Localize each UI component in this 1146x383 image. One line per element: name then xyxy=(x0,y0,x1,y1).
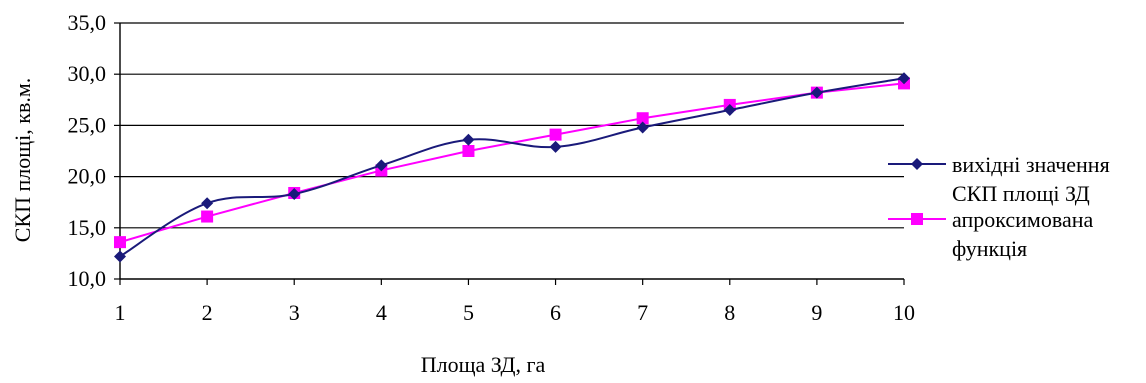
x-tick-label: 3 xyxy=(289,300,300,325)
x-tick-label: 5 xyxy=(463,300,474,325)
legend-label: функція xyxy=(952,236,1027,261)
x-tick-label: 4 xyxy=(376,300,387,325)
legend-label: вихідні значення xyxy=(952,152,1110,177)
data-point-1 xyxy=(114,250,126,263)
grid xyxy=(120,22,904,229)
data-point-2 xyxy=(462,145,475,157)
legend-label: апроксимована xyxy=(952,207,1093,232)
y-tick-label: 10,0 xyxy=(68,266,107,291)
data-point-1 xyxy=(549,140,562,153)
axes xyxy=(114,22,905,285)
data-point-2 xyxy=(114,236,126,249)
legend-marker-2 xyxy=(911,213,923,225)
y-tick-label: 35,0 xyxy=(68,10,107,35)
data-point-1 xyxy=(723,104,736,117)
data-point-1 xyxy=(810,86,823,99)
data-point-2 xyxy=(636,112,649,125)
x-tick-label: 7 xyxy=(637,300,648,325)
data-point-2 xyxy=(549,128,562,141)
data-point-1 xyxy=(201,197,214,210)
y-tick-label: 30,0 xyxy=(68,61,107,86)
x-tick-label: 6 xyxy=(550,300,561,325)
y-tick-label: 25,0 xyxy=(68,112,107,137)
x-tick-label: 2 xyxy=(202,300,213,325)
y-tick-labels: 10,0 15,0 20,0 25,0 30,0 35,0 xyxy=(68,10,107,291)
x-axis-title: Площа ЗД, га xyxy=(421,352,546,377)
legend-label: СКП площі ЗД xyxy=(952,181,1090,206)
data-point-1 xyxy=(898,72,910,85)
x-tick-labels: 1 2 3 4 5 6 7 8 9 10 xyxy=(115,300,916,325)
legend: вихідні значення СКП площі ЗДапроксимован… xyxy=(888,152,1110,261)
data-point-1 xyxy=(636,121,649,134)
data-point-2 xyxy=(201,210,214,223)
y-axis-title: СКП площі, кв.м. xyxy=(10,78,35,243)
series-line-2 xyxy=(119,82,905,244)
x-tick-label: 1 xyxy=(115,300,126,325)
data-point-1 xyxy=(462,133,475,146)
y-tick-label: 15,0 xyxy=(68,215,107,240)
legend-marker-1 xyxy=(911,158,923,170)
series-line-1 xyxy=(119,77,905,258)
x-tick-label: 8 xyxy=(724,300,735,325)
y-tick-label: 20,0 xyxy=(68,164,107,189)
x-tick-label: 10 xyxy=(893,300,915,325)
series-group xyxy=(114,72,910,263)
data-point-1 xyxy=(375,159,388,172)
x-tick-label: 9 xyxy=(811,300,822,325)
data-point-1 xyxy=(288,188,301,201)
